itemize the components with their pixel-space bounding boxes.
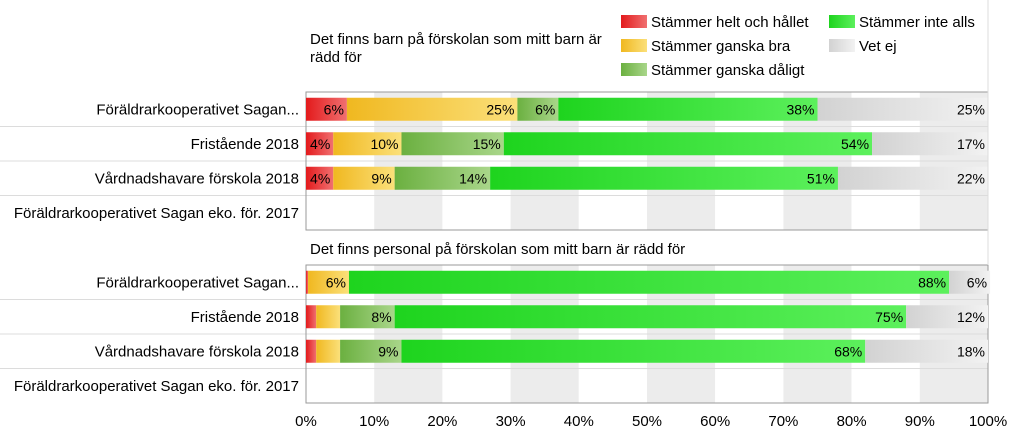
bar-segment	[306, 132, 334, 156]
bar-segment	[316, 339, 341, 363]
bar-segment	[306, 97, 347, 121]
bar-segment	[340, 339, 402, 363]
x-tick-label: 0%	[295, 413, 317, 430]
data-label: 22%	[957, 170, 985, 186]
x-tick-label: 90%	[905, 413, 935, 430]
bar-segment	[837, 166, 988, 190]
data-label: 15%	[473, 136, 501, 152]
bar-segment	[517, 97, 559, 121]
data-label: 17%	[957, 136, 985, 152]
bar-segment	[340, 305, 395, 329]
bar-segment	[306, 166, 334, 190]
x-tick-label: 20%	[427, 413, 457, 430]
bar-segment	[401, 132, 504, 156]
x-tick-label: 100%	[969, 413, 1007, 430]
data-label: 10%	[370, 136, 398, 152]
data-label: 9%	[378, 343, 398, 359]
bar-segment	[308, 270, 349, 294]
data-label: 75%	[875, 309, 903, 325]
legend-swatch	[621, 15, 647, 28]
legend-swatch	[829, 15, 855, 28]
data-label: 25%	[486, 101, 514, 117]
x-tick-label: 30%	[496, 413, 526, 430]
data-label: 88%	[918, 274, 946, 290]
x-tick-label: 80%	[837, 413, 867, 430]
legend: Stämmer helt och hållet Stämmer ganska br…	[621, 14, 975, 79]
x-tick-label: 50%	[632, 413, 662, 430]
category-label: Föräldrarkooperativet Sagan eko. för. 20…	[14, 378, 299, 395]
data-label: 6%	[326, 274, 346, 290]
data-label: 25%	[957, 101, 985, 117]
data-label: 51%	[807, 170, 835, 186]
legend-swatch	[621, 63, 647, 76]
bar-segment	[306, 270, 309, 294]
panel-title: Det finns barn på förskolan som mitt bar…	[310, 31, 602, 66]
plot-frame	[305, 264, 989, 404]
bar-segment	[316, 305, 341, 329]
category-label: Föräldrarkooperativet Sagan...	[96, 274, 299, 291]
bar-segment	[333, 132, 402, 156]
bar-segment	[558, 97, 818, 121]
bar-segment	[333, 166, 395, 190]
legend-label: Stämmer ganska dåligt	[651, 62, 805, 79]
data-label: 4%	[310, 136, 330, 152]
bar-segment	[872, 132, 988, 156]
bar-segment	[490, 166, 838, 190]
category-label: Föräldrarkooperativet Sagan eko. för. 20…	[14, 205, 299, 222]
data-label: 68%	[834, 343, 862, 359]
data-label: 14%	[459, 170, 487, 186]
data-label: 12%	[957, 309, 985, 325]
x-tick-label: 40%	[564, 413, 594, 430]
bar-segment	[949, 270, 991, 294]
data-label: 6%	[324, 101, 344, 117]
bar-segment	[306, 305, 317, 329]
data-label: 54%	[841, 136, 869, 152]
panel-title: Det finns personal på förskolan som mitt…	[310, 241, 685, 258]
x-tick-label: 60%	[700, 413, 730, 430]
data-label: 6%	[967, 274, 987, 290]
bar-segment	[401, 339, 866, 363]
x-tick-label: 10%	[359, 413, 389, 430]
category-label: Vårdnadshavare förskola 2018	[95, 343, 299, 360]
data-label: 4%	[310, 170, 330, 186]
x-tick-label: 70%	[768, 413, 798, 430]
bar-segment	[346, 97, 518, 121]
legend-swatch	[829, 39, 855, 52]
data-label: 18%	[957, 343, 985, 359]
legend-label: Stämmer ganska bra	[651, 38, 791, 55]
data-label: 8%	[371, 309, 391, 325]
data-label: 38%	[786, 101, 814, 117]
bar-segment	[348, 270, 950, 294]
category-label: Fristående 2018	[191, 309, 299, 326]
data-label: 9%	[371, 170, 391, 186]
category-label: Fristående 2018	[191, 136, 299, 153]
legend-swatch	[621, 39, 647, 52]
legend-label: Vet ej	[859, 38, 897, 55]
data-label: 6%	[535, 101, 555, 117]
legend-label: Stämmer helt och hållet	[651, 14, 809, 31]
panel-2: Det finns personal på förskolan som mitt…	[0, 0, 991, 404]
panel-1: Det finns barn på förskolan som mitt bar…	[0, 0, 989, 231]
bar-segment	[865, 339, 988, 363]
bar-segment	[817, 97, 988, 121]
legend-label: Stämmer inte alls	[859, 14, 975, 31]
category-label: Vårdnadshavare förskola 2018	[95, 170, 299, 187]
bar-segment	[503, 132, 873, 156]
bar-segment	[394, 166, 491, 190]
bar-segment	[906, 305, 988, 329]
bar-segment	[394, 305, 907, 329]
x-axis: 0% 10% 20% 30% 40% 50% 60% 70% 80% 90% 100%	[295, 413, 1007, 430]
bar-segment	[306, 339, 317, 363]
category-label: Föräldrarkooperativet Sagan...	[96, 101, 299, 118]
